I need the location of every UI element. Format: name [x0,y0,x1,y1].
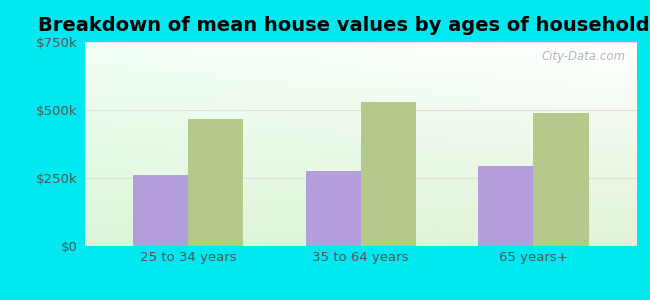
Bar [188,119,243,246]
Bar [84,195,637,197]
Bar [84,244,637,246]
Bar [84,126,637,129]
Title: Breakdown of mean house values by ages of householders: Breakdown of mean house values by ages o… [38,16,650,35]
Bar [478,166,534,246]
Bar [84,162,637,164]
Bar [84,233,637,236]
Bar [84,83,637,85]
Bar [84,52,637,55]
Bar [84,111,637,113]
Bar [84,175,637,177]
Bar [84,50,637,52]
Bar [84,73,637,75]
Bar [84,95,637,98]
Bar [84,60,637,62]
Bar [84,144,637,146]
Bar [84,182,637,185]
Bar [84,152,637,154]
Bar [84,116,637,118]
Bar [84,103,637,106]
Bar [84,185,637,187]
Bar [84,154,637,157]
Bar [84,157,637,159]
Bar [534,113,589,246]
Bar [84,177,637,180]
Bar [84,149,637,152]
Bar [84,129,637,131]
Bar [84,193,637,195]
Bar [84,215,637,218]
Bar [84,98,637,101]
Bar [84,238,637,241]
Bar [84,85,637,88]
Bar [84,208,637,210]
Bar [84,55,637,57]
Bar [84,136,637,139]
Bar [84,90,637,93]
Bar [84,106,637,108]
Bar [84,197,637,200]
Bar [84,223,637,226]
Bar [84,231,637,233]
Bar [84,213,637,215]
Bar [84,88,637,90]
Bar [84,241,637,244]
Bar [84,202,637,205]
Text: City-Data.com: City-Data.com [542,50,626,63]
Bar [84,118,637,121]
Bar [84,220,637,223]
Bar [84,172,637,175]
Bar [84,100,637,103]
Bar [84,190,637,193]
Bar [84,169,637,172]
Bar [361,102,416,246]
Bar [84,80,637,83]
Bar [84,47,637,50]
Bar [84,205,637,208]
Bar [84,57,637,60]
Bar [84,134,637,136]
Bar [84,70,637,73]
Bar [133,175,188,246]
Bar [84,200,637,203]
Bar [84,164,637,167]
Bar [84,210,637,213]
Bar [84,68,637,70]
Bar [84,139,637,141]
Bar [84,65,637,68]
Bar [84,113,637,116]
Bar [84,218,637,220]
Bar [84,228,637,231]
Bar [84,167,637,169]
Bar [84,78,637,80]
Bar [84,236,637,238]
Bar [84,62,637,65]
Bar [84,159,637,162]
Bar [84,146,637,149]
Bar [84,75,637,78]
Bar [84,226,637,228]
Bar [84,108,637,111]
Bar [306,171,361,246]
Bar [84,121,637,124]
Bar [84,124,637,126]
Bar [84,42,637,44]
Bar [84,93,637,95]
Bar [84,131,637,134]
Bar [84,187,637,190]
Bar [84,44,637,47]
Bar [84,180,637,182]
Bar [84,141,637,144]
